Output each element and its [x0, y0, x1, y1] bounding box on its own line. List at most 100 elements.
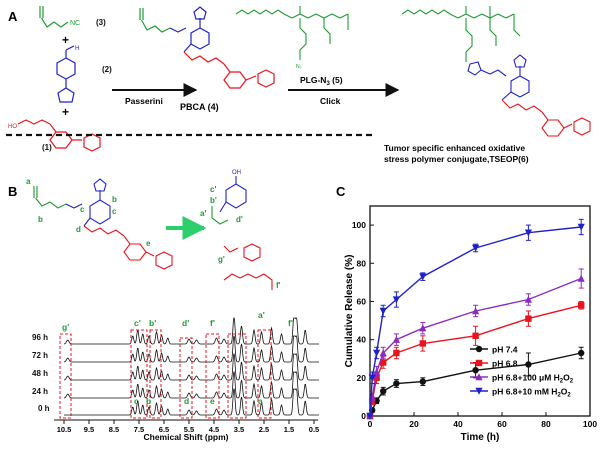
svg-text:b: b	[38, 215, 43, 224]
svg-text:c: c	[80, 205, 85, 214]
panel-b: B a b c	[8, 170, 319, 442]
data-point	[393, 349, 400, 357]
svg-text:f': f'	[210, 318, 215, 328]
data-point	[419, 273, 427, 281]
structure-peak-labels: a b c c b d e	[26, 177, 151, 248]
plg-label: PLG-N3 (5)	[300, 75, 343, 87]
nmr-tick-label: 8.5	[109, 425, 119, 434]
plus-sign-1: +	[62, 33, 69, 47]
data-point	[373, 368, 381, 376]
pbca-label: PBCA (4)	[180, 102, 219, 112]
nmr-tick-label: 5.5	[184, 425, 194, 434]
svg-text:a': a'	[258, 310, 265, 320]
isocyanide-label: NC	[70, 20, 80, 27]
panel-a: A NC (3) + H (2) + HO (1)	[6, 6, 591, 164]
panel-c-letter: C	[336, 184, 346, 199]
nmr-tick-label: 0.5	[309, 425, 319, 434]
data-point	[577, 274, 585, 282]
legend-marker	[475, 345, 483, 353]
nmr-spectrum-trace	[63, 352, 319, 381]
azide-label: N₃	[296, 64, 302, 70]
panel-c: C 0 20 40 60 80 100 0 20 40 60 80 100 Time (h) Cumu…	[336, 184, 597, 443]
svg-text:f': f'	[288, 318, 293, 328]
svg-text:g': g'	[218, 255, 225, 264]
svg-text:b: b	[146, 396, 151, 406]
time-label-72h: 72 h	[32, 351, 48, 360]
x-tick-label: 20	[409, 419, 419, 429]
spectrum-peak-labels-bottom: c b d e a	[134, 396, 263, 406]
series-line	[369, 304, 582, 417]
y-tick-label: 0	[361, 411, 366, 421]
y-tick-label: 80	[357, 258, 367, 268]
panel-b-letter: B	[8, 184, 17, 199]
legend-label: pH 6.8+100 μM H2O2	[492, 373, 574, 385]
data-point	[472, 366, 479, 374]
svg-text:a': a'	[200, 209, 206, 218]
data-point	[392, 296, 400, 304]
plg-n3-structure	[235, 6, 349, 60]
svg-text:f': f'	[276, 281, 281, 290]
chart-frame	[369, 205, 591, 417]
x-tick-label: 80	[541, 419, 551, 429]
time-label-96h: 96 h	[32, 333, 48, 342]
product-structures	[211, 176, 273, 290]
x-tick-label: 0	[368, 419, 373, 429]
svg-text:a: a	[258, 396, 263, 406]
svg-text:g': g'	[62, 322, 69, 332]
svg-text:d': d'	[236, 215, 243, 224]
svg-text:a: a	[26, 177, 31, 186]
chart-series	[366, 218, 585, 420]
svg-text:c: c	[112, 207, 117, 216]
x-tick-label: 40	[453, 419, 463, 429]
product-peak-labels: c' b' a' d' g' f'	[200, 185, 281, 290]
compound-3-structure	[39, 6, 69, 28]
data-point	[472, 332, 479, 340]
data-point	[366, 412, 374, 420]
chart-xlabel: Time (h)	[461, 432, 500, 443]
compound-1-structure	[17, 119, 82, 149]
nmr-tick-label: 10.5	[57, 425, 72, 434]
tseop-line-1: Tumor specific enhanced oxidative	[384, 143, 525, 153]
click-label: Click	[320, 96, 341, 106]
nmr-tick-label: 4.5	[209, 425, 219, 434]
data-point	[393, 380, 400, 387]
svg-text:d: d	[184, 396, 189, 406]
tseop-structure	[401, 6, 591, 137]
spectrum-peak-labels-top: g' c' b' d' f' a' f'	[62, 310, 293, 332]
data-point	[578, 349, 585, 357]
legend-marker	[475, 359, 483, 367]
nmr-axis-label: Chemical Shift (ppm)	[143, 432, 228, 442]
acid-label: HO	[8, 124, 17, 130]
pbca-nmr-structure	[33, 178, 173, 270]
data-point	[380, 359, 387, 366]
y-tick-label: 20	[357, 373, 367, 383]
spectrum-time-labels: 96 h 72 h 48 h 24 h 0 h	[32, 333, 50, 413]
data-point	[373, 349, 381, 357]
legend-item-0: pH 7.4	[470, 345, 518, 355]
legend-label: pH 6.8	[492, 359, 518, 369]
plus-sign-2: +	[62, 105, 69, 119]
legend-marker	[475, 387, 483, 395]
legend-label: pH 6.8+10 mM H2O2	[492, 387, 571, 399]
data-point	[379, 307, 387, 315]
compound-2-structure	[56, 45, 76, 103]
panel-a-letter: A	[8, 9, 18, 24]
svg-text:e: e	[146, 239, 151, 248]
data-point	[392, 335, 400, 343]
legend-label: pH 7.4	[492, 345, 518, 355]
phenol-oh-label: OH	[232, 170, 241, 176]
svg-text:c': c'	[134, 318, 141, 328]
legend-item-3: pH 6.8+10 mM H2O2	[470, 387, 571, 399]
data-point	[379, 349, 387, 357]
nmr-tick-label: 7.5	[134, 425, 144, 434]
data-point	[368, 374, 376, 382]
svg-text:e: e	[210, 396, 215, 406]
legend-item-1: pH 6.8	[470, 359, 518, 369]
nmr-spectrum-trace	[63, 316, 319, 345]
time-label-48h: 48 h	[32, 369, 48, 378]
svg-text:c': c'	[210, 185, 216, 194]
legend-item-2: pH 6.8+100 μM H2O2	[470, 373, 574, 385]
data-point	[577, 223, 585, 231]
data-point	[525, 315, 532, 322]
